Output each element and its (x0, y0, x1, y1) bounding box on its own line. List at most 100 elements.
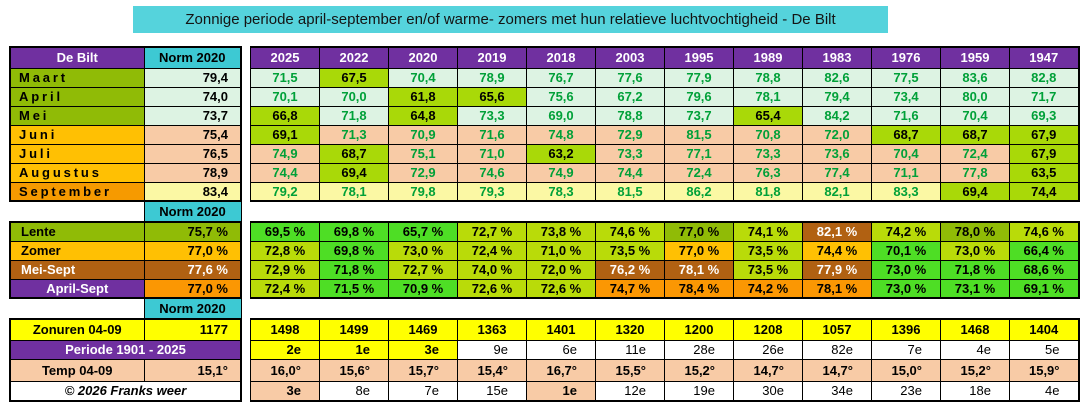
humidity-value-cell: 71,8 (319, 105, 389, 126)
humidity-value-cell: 71,6 (457, 124, 527, 145)
humidity-percent-cell: 72,8 % (250, 240, 320, 261)
norm-value-cell: 83,4 (143, 181, 242, 202)
humidity-percent-cell: 77,9 % (802, 259, 872, 280)
sun-hours-rank-cell: 11e (595, 339, 665, 360)
humidity-value-cell: 72,9 (388, 162, 458, 183)
humidity-percent-cell: 69,1 % (1009, 278, 1080, 299)
norm-value-cell: 77,0 % (143, 278, 242, 299)
temperature-cell: 14,7° (802, 358, 872, 382)
temperature-cell: 15,5° (595, 358, 665, 382)
humidity-value-cell: 78,8 (595, 105, 665, 126)
spacer (10, 298, 144, 319)
humidity-value-cell: 61,8 (388, 86, 458, 107)
humidity-value-cell: 64,8 (388, 105, 458, 126)
sun-hours-rank-cell: 82e (802, 339, 872, 360)
column-gap (241, 182, 251, 201)
sun-hours-row-label: Zonuren 04-09 (9, 318, 145, 341)
humidity-percent-cell: 74,6 % (1009, 221, 1080, 242)
humidity-percent-cell: 73,0 % (871, 278, 941, 299)
sun-hours-cell: 1469 (388, 318, 458, 341)
column-gap (241, 319, 251, 340)
norm-value-cell: 74,0 (143, 86, 242, 107)
spacer (250, 298, 1079, 319)
column-gap (241, 144, 251, 163)
humidity-value-cell: 70,8 (733, 124, 803, 145)
column-gap (241, 68, 251, 87)
column-gap (241, 298, 251, 319)
sun-hours-cell: 1208 (733, 318, 803, 341)
norm-value-cell: 15,1° (143, 358, 242, 382)
humidity-value-cell: 80,0 (940, 86, 1010, 107)
humidity-value-cell: 73,6 (802, 143, 872, 164)
humidity-value-cell: 63,2 (526, 143, 596, 164)
humidity-value-cell: 77,6 (595, 67, 665, 88)
humidity-percent-cell: 70,1 % (871, 240, 941, 261)
copyright-label: © 2026 Franks weer (9, 380, 242, 402)
column-gap (241, 47, 251, 68)
norm-value-cell: 77,6 % (143, 259, 242, 280)
sun-hours-rank-cell: 4e (940, 339, 1010, 360)
humidity-value-cell: 73,3 (595, 143, 665, 164)
humidity-percent-cell: 71,5 % (319, 278, 389, 299)
column-header-year: 2018 (526, 46, 596, 69)
sun-hours-cell: 1401 (526, 318, 596, 341)
humidity-percent-cell: 71,8 % (319, 259, 389, 280)
column-gap (241, 260, 251, 279)
table-corner-header: De Bilt (9, 46, 145, 69)
column-header-year: 2019 (457, 46, 527, 69)
humidity-value-cell: 63,5 (1009, 162, 1080, 183)
humidity-value-cell: 82,6 (802, 67, 872, 88)
humidity-value-cell: 77,5 (871, 67, 941, 88)
humidity-percent-cell: 69,8 % (319, 221, 389, 242)
season-row-label: Zomer (9, 240, 145, 261)
column-header-year: 2020 (388, 46, 458, 69)
humidity-percent-cell: 78,0 % (940, 221, 1010, 242)
temperature-rank-cell: 30e (733, 380, 803, 402)
period-row-label: Periode 1901 - 2025 (9, 339, 242, 360)
norm-value-cell: 1177 (143, 318, 242, 341)
humidity-value-cell: 74,9 (526, 162, 596, 183)
humidity-percent-cell: 69,8 % (319, 240, 389, 261)
season-row-label: April-Sept (9, 278, 145, 299)
humidity-percent-cell: 73,0 % (388, 240, 458, 261)
humidity-value-cell: 70,4 (388, 67, 458, 88)
humidity-percent-cell: 73,1 % (940, 278, 1010, 299)
column-gap (241, 241, 251, 260)
humidity-value-cell: 72,0 (802, 124, 872, 145)
humidity-value-cell: 77,9 (664, 67, 734, 88)
temperature-rank-cell: 34e (802, 380, 872, 402)
humidity-percent-cell: 73,0 % (871, 259, 941, 280)
column-gap (241, 222, 251, 241)
humidity-value-cell: 74,4 (595, 162, 665, 183)
humidity-value-cell: 74,6 (457, 162, 527, 183)
temperature-rank-cell: 18e (940, 380, 1010, 402)
humidity-value-cell: 69,1 (250, 124, 320, 145)
column-gap (241, 87, 251, 106)
humidity-percent-cell: 72,6 % (457, 278, 527, 299)
norm-column-header: Norm 2020 (143, 46, 242, 69)
column-gap (241, 125, 251, 144)
humidity-value-cell: 71,3 (319, 124, 389, 145)
column-header-year: 2022 (319, 46, 389, 69)
humidity-value-cell: 70,1 (250, 86, 320, 107)
temperature-rank-cell: 4e (1009, 380, 1080, 402)
sun-hours-cell: 1057 (802, 318, 872, 341)
humidity-value-cell: 71,1 (871, 162, 941, 183)
season-row-label: Lente (9, 221, 145, 242)
humidity-percent-cell: 74,4 % (802, 240, 872, 261)
humidity-value-cell: 75,6 (526, 86, 596, 107)
temperature-cell: 15,2° (664, 358, 734, 382)
column-header-year: 1995 (664, 46, 734, 69)
humidity-percent-cell: 77,0 % (664, 240, 734, 261)
humidity-value-cell: 77,4 (802, 162, 872, 183)
sun-hours-rank-cell: 28e (664, 339, 734, 360)
temperature-row-label: Temp 04-09 (9, 358, 145, 382)
humidity-percent-cell: 76,2 % (595, 259, 665, 280)
humidity-value-cell: 81,5 (664, 124, 734, 145)
column-header-year: 2025 (250, 46, 320, 69)
sun-hours-rank-cell: 1e (319, 339, 389, 360)
humidity-percent-cell: 74,1 % (733, 221, 803, 242)
humidity-value-cell: 78,8 (733, 67, 803, 88)
norm-value-cell: 73,7 (143, 105, 242, 126)
